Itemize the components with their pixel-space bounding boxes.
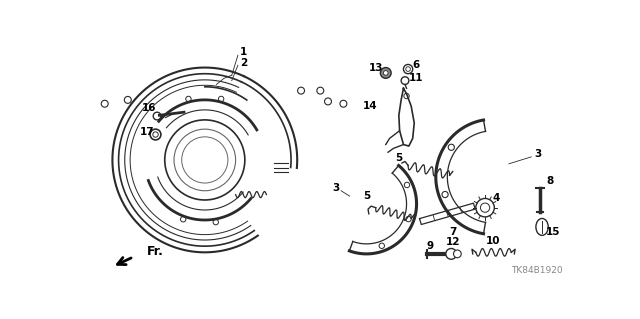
- Circle shape: [404, 182, 410, 188]
- Circle shape: [150, 129, 161, 140]
- Text: 7: 7: [449, 227, 456, 237]
- Text: 4: 4: [492, 193, 500, 204]
- Circle shape: [481, 203, 490, 212]
- Circle shape: [153, 132, 158, 137]
- Text: 1: 1: [239, 47, 247, 57]
- Circle shape: [406, 216, 411, 222]
- Circle shape: [383, 70, 388, 75]
- Circle shape: [153, 112, 161, 120]
- Circle shape: [180, 217, 186, 222]
- Text: 9: 9: [426, 241, 433, 251]
- Circle shape: [218, 96, 224, 102]
- Circle shape: [317, 87, 324, 94]
- Circle shape: [379, 243, 385, 249]
- Text: Fr.: Fr.: [147, 245, 164, 258]
- Circle shape: [380, 68, 391, 78]
- Text: 17: 17: [140, 127, 154, 137]
- Circle shape: [401, 77, 409, 85]
- Text: 5: 5: [396, 152, 403, 163]
- Circle shape: [213, 219, 218, 225]
- Text: 5: 5: [363, 191, 370, 201]
- Text: 13: 13: [369, 63, 383, 72]
- Text: 16: 16: [142, 103, 157, 113]
- Circle shape: [404, 93, 409, 99]
- Circle shape: [446, 249, 456, 259]
- Circle shape: [101, 100, 108, 107]
- Circle shape: [454, 250, 461, 258]
- Polygon shape: [420, 203, 475, 225]
- Circle shape: [448, 144, 454, 150]
- Text: 3: 3: [534, 149, 541, 159]
- Circle shape: [442, 191, 448, 197]
- Circle shape: [124, 96, 131, 103]
- Text: 6: 6: [412, 60, 419, 70]
- Text: 10: 10: [486, 236, 500, 246]
- Text: 11: 11: [408, 73, 423, 83]
- Circle shape: [186, 96, 191, 102]
- Circle shape: [324, 98, 332, 105]
- Text: 14: 14: [363, 101, 378, 111]
- Text: 2: 2: [239, 58, 247, 68]
- Circle shape: [403, 64, 413, 74]
- Text: 8: 8: [546, 176, 554, 186]
- Text: 15: 15: [545, 227, 560, 237]
- Text: TK84B1920: TK84B1920: [511, 266, 563, 275]
- Circle shape: [406, 67, 410, 71]
- Text: 12: 12: [445, 237, 460, 247]
- Text: 3: 3: [332, 183, 339, 193]
- Circle shape: [340, 100, 347, 107]
- Circle shape: [476, 198, 494, 217]
- Circle shape: [298, 87, 305, 94]
